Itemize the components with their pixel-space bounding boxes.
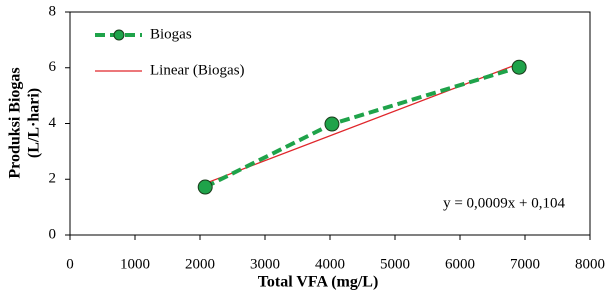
x-tick-label: 0: [66, 256, 74, 272]
y-tick-label: 6: [49, 59, 57, 75]
x-tick-label: 5000: [380, 256, 410, 272]
x-tick-label: 2000: [185, 256, 215, 272]
x-tick-label: 4000: [315, 256, 345, 272]
x-tick-label: 7000: [510, 256, 540, 272]
x-tick-label: 3000: [250, 256, 280, 272]
legend-label: Biogas: [150, 26, 192, 42]
x-tick-label: 6000: [445, 256, 475, 272]
y-axis-label: Produksi Biogas: [7, 67, 24, 178]
y-tick-label: 2: [49, 171, 57, 187]
y-tick-label: 4: [49, 115, 57, 131]
trend-equation: y = 0,0009x + 0,104: [443, 195, 565, 211]
y-tick-label: 8: [49, 3, 57, 19]
data-point: [197, 179, 213, 195]
series-line: [204, 62, 520, 185]
x-axis-label: Total VFA (mg/L): [258, 274, 379, 291]
data-point: [511, 59, 527, 75]
legend-label: Linear (Biogas): [150, 62, 245, 78]
series-line: [204, 65, 520, 189]
legend-marker: [113, 29, 125, 41]
y-tick-label: 0: [49, 226, 57, 242]
x-tick-label: 1000: [120, 256, 150, 272]
x-tick-label: 8000: [575, 256, 605, 272]
y-axis-label: (L/L·hari): [26, 88, 43, 158]
data-point: [324, 116, 340, 132]
